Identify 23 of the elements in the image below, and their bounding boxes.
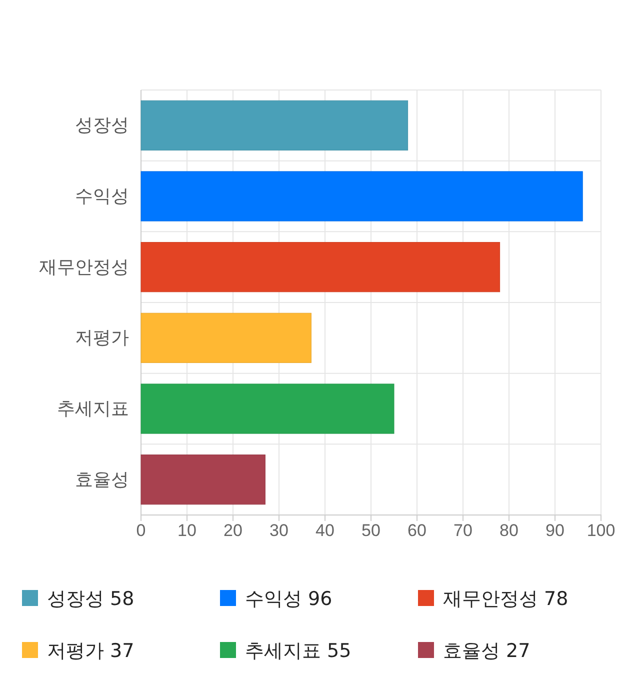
legend-label: 재무안정성 78 — [443, 588, 568, 610]
y-tick-label: 수익성 — [75, 186, 129, 206]
y-tick-label: 효율성 — [75, 469, 129, 490]
legend-label: 성장성 58 — [47, 588, 134, 610]
legend-label: 수익성 96 — [245, 588, 332, 610]
x-tick-label: 30 — [270, 521, 288, 540]
y-tick-label: 저평가 — [75, 328, 129, 348]
y-tick-label: 성장성 — [75, 115, 129, 136]
x-tick-label: 70 — [454, 521, 472, 540]
y-tick-label: 재무안정성 — [39, 256, 129, 277]
x-tick-label: 10 — [178, 521, 196, 540]
legend-label: 저평가 37 — [47, 640, 134, 662]
x-tick-label: 50 — [362, 521, 380, 540]
x-tick-label: 80 — [500, 521, 518, 540]
legend-label: 효율성 27 — [443, 640, 530, 662]
x-tick-label: 90 — [546, 521, 564, 540]
y-tick-label: 추세지표 — [57, 398, 129, 419]
x-tick-label: 100 — [586, 521, 616, 540]
x-tick-label: 40 — [316, 521, 334, 540]
x-tick-label: 60 — [408, 521, 426, 540]
legend-label: 추세지표 55 — [245, 640, 352, 662]
x-tick-label: 0 — [136, 521, 146, 540]
x-tick-label: 20 — [224, 521, 242, 540]
